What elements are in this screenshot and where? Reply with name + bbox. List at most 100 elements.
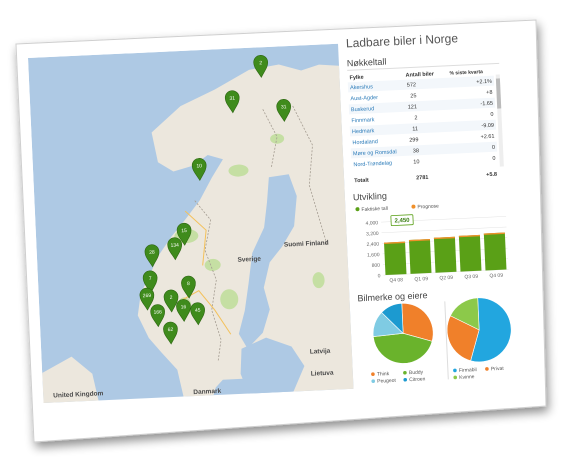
right-panel: Ladbare biler i Norge Nøkkeltall Fylke A… xyxy=(346,31,514,385)
bar-actual[interactable] xyxy=(408,239,432,274)
x-tick-label: Q1 09 xyxy=(414,276,428,283)
utvikling-heading: Utvikling xyxy=(353,191,387,203)
divider xyxy=(347,62,500,71)
map-panel[interactable]: Sverige Suomi Finland Latvija Lietuva Da… xyxy=(28,43,354,403)
marker-label: 45 xyxy=(195,308,201,314)
pie-legend-label: Peugeot xyxy=(377,378,396,385)
pie-legend-label: Citroen xyxy=(409,376,426,383)
map-marker[interactable]: 31 xyxy=(276,99,292,122)
chart-tooltip: 2,450 xyxy=(390,214,414,227)
pie-legend-swatch xyxy=(371,372,375,377)
row-pct: 0 xyxy=(492,156,495,162)
pie-legend-swatch xyxy=(485,367,489,371)
marker-label: 15 xyxy=(181,228,187,234)
map-marker[interactable]: 15 xyxy=(176,222,192,246)
bar-forecast-cap xyxy=(458,234,480,238)
row-antall: 38 xyxy=(413,148,419,154)
col-fylke: Fylke xyxy=(349,75,363,82)
map-marker[interactable]: 7 xyxy=(142,270,158,294)
row-fylke-link[interactable]: Aust-Agder xyxy=(350,95,378,102)
map-marker[interactable]: 31 xyxy=(224,90,240,114)
row-pct: +2.61 xyxy=(480,134,494,141)
map-marker[interactable]: 2 xyxy=(253,55,268,78)
col-antall: Antall biler xyxy=(405,71,435,78)
bar-actual[interactable] xyxy=(483,232,507,271)
map-marker[interactable]: 269 xyxy=(139,287,155,311)
marker-layer: 2 31 31 10 15 134 28 7 269 8 2 166 16 45 62 xyxy=(139,55,292,345)
row-fylke-link[interactable]: Akershus xyxy=(350,84,373,91)
gridline xyxy=(381,226,507,233)
country-label-latvia: Latvija xyxy=(310,348,331,356)
bar-forecast-cap xyxy=(483,232,505,235)
row-fylke-link[interactable]: Hedmark xyxy=(352,128,375,135)
marker-label: 62 xyxy=(168,327,174,333)
pie-legend-label: Think xyxy=(377,371,390,378)
pie-slice[interactable] xyxy=(381,303,404,335)
marker-label: 2 xyxy=(259,60,262,66)
bar-actual[interactable] xyxy=(458,234,482,272)
map-marker[interactable]: 166 xyxy=(150,304,165,328)
row-pct: +2.1% xyxy=(476,79,492,86)
pie-legend-swatch xyxy=(453,375,458,380)
gulf-of-bothnia xyxy=(238,174,297,349)
pie-slice[interactable] xyxy=(446,314,480,362)
pie-legend-label: Buddy xyxy=(409,369,424,376)
pie-slice[interactable] xyxy=(468,296,513,363)
row-pct: -1.65 xyxy=(480,101,493,108)
row-fylke-link[interactable]: Hordaland xyxy=(352,139,378,146)
map-marker[interactable]: 16 xyxy=(176,299,191,322)
row-pct: 0 xyxy=(492,145,495,151)
marker-label: 134 xyxy=(170,242,179,248)
legend-forecast-swatch xyxy=(411,204,416,209)
row-antall: 121 xyxy=(408,104,417,110)
map-marker[interactable]: 45 xyxy=(190,302,205,326)
row-antall: 11 xyxy=(412,126,418,132)
country-label-sweden: Sverige xyxy=(237,256,261,264)
y-tick-label: 3,200 xyxy=(366,231,379,238)
row-antall: 299 xyxy=(409,137,418,143)
row-antall: 2 xyxy=(414,115,417,121)
pie-slice[interactable] xyxy=(401,302,434,343)
x-tick-label: Q3 09 xyxy=(464,274,478,281)
row-antall: 572 xyxy=(407,82,416,88)
y-tick-label: 2,400 xyxy=(366,241,379,248)
map-marker[interactable]: 10 xyxy=(191,158,207,181)
total-label: Totalt xyxy=(354,178,369,185)
nokkeltall-heading: Nøkkeltall xyxy=(347,57,387,69)
pie-eiere[interactable]: Firmabil Privat Kvinne xyxy=(446,296,514,381)
pie-legend-swatch xyxy=(403,370,407,375)
country-label-denmark: Danmark xyxy=(193,388,221,396)
marker-label: 10 xyxy=(196,163,202,169)
pie-slice[interactable] xyxy=(372,332,433,365)
map-marker[interactable]: 62 xyxy=(163,321,178,345)
bar-forecast-cap xyxy=(433,236,455,240)
map-marker[interactable]: 28 xyxy=(144,244,160,268)
bar-actual[interactable] xyxy=(384,241,407,276)
y-tick-label: 800 xyxy=(372,263,381,269)
row-fylke-link[interactable]: Finnmark xyxy=(351,117,374,124)
map-marker[interactable]: 134 xyxy=(167,237,182,261)
scrollbar-thumb[interactable] xyxy=(495,78,502,109)
row-stripe xyxy=(347,75,495,93)
row-fylke-link[interactable]: Møre og Romsdal xyxy=(353,149,397,157)
nokkeltall-table: Akershus 572 +2.1% Aust-Agder 25 +8 Buskerud 12… xyxy=(347,75,498,169)
row-fylke-link[interactable]: Nord-Trøndelag xyxy=(353,161,392,169)
map-marker[interactable]: 2 xyxy=(163,289,179,313)
marker-label: 2 xyxy=(170,295,173,301)
pie-divider xyxy=(444,301,449,380)
bar-actual[interactable] xyxy=(433,236,457,273)
marker-label: 28 xyxy=(149,250,155,256)
marker-label: 8 xyxy=(187,281,190,287)
y-tick-label: 1,600 xyxy=(367,252,380,259)
row-pct: 0 xyxy=(490,112,493,118)
pie-slice[interactable] xyxy=(450,297,480,331)
utvikling-chart[interactable]: 4,000 3,200 2,400 1,600 800 0 Q4 08 Q1 09 Q2 09 Q… xyxy=(365,210,509,284)
map-marker[interactable]: 8 xyxy=(181,275,196,299)
pie-bilmerke[interactable]: Think Buddy Peugeot Citroen xyxy=(368,302,435,385)
bar-forecast-cap xyxy=(384,241,406,244)
row-fylke-link[interactable]: Buskerud xyxy=(351,106,374,113)
land-denmark xyxy=(191,362,218,397)
land-uk xyxy=(42,356,99,403)
country-label-lithuania: Lietuva xyxy=(311,370,334,378)
